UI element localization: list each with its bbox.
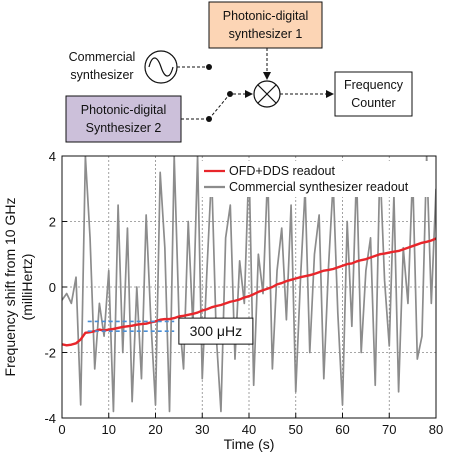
frequency-counter-box: [334, 71, 413, 117]
mixer-icon: [253, 80, 281, 108]
x-tick-label: 70: [382, 422, 396, 437]
y-tick-label: -4: [44, 411, 56, 426]
y-tick-label: 2: [49, 215, 56, 230]
commercial-label-line2: synthesizer: [70, 68, 133, 82]
x-axis-label: Time (s): [224, 436, 275, 452]
switch-arm: [208, 94, 230, 120]
switch-pivot: [227, 91, 233, 97]
y-tick-label: -2: [44, 346, 56, 361]
synthesizer-2-label-line1: Photonic-digital: [81, 103, 166, 117]
annotation-label: 300 μHz: [190, 323, 242, 339]
commercial-switch-terminal: [206, 64, 212, 70]
x-tick-label: 30: [195, 422, 209, 437]
commercial-label-line1: Commercial: [69, 50, 136, 64]
legend-label-commercial: Commercial synthesizer readout: [229, 180, 409, 194]
x-tick-label: 80: [429, 422, 443, 437]
legend: OFD+DDS readout Commercial synthesizer r…: [200, 161, 434, 197]
y-axis-label-line2: (milliHertz): [19, 254, 35, 321]
synthesizer-2-box: [65, 95, 182, 143]
x-tick-label: 50: [289, 422, 303, 437]
synthesizer-1-box: [208, 1, 323, 49]
frequency-counter-label-line2: Counter: [351, 96, 395, 110]
annotation-layer: 300 μHz: [87, 317, 254, 345]
x-tick-label: 20: [148, 422, 162, 437]
frequency-counter-label-line1: Frequency: [344, 78, 404, 92]
annotation-box: [178, 317, 254, 345]
y-tick-label: 0: [49, 280, 56, 295]
x-tick-label: 10: [102, 422, 116, 437]
x-tick-label: 40: [242, 422, 256, 437]
y-axis-label-line1: Frequency shift from 10 GHz: [2, 198, 18, 377]
series-line-ofd-dds: [62, 237, 436, 347]
synthesizer-2-label-line2: Synthesizer 2: [86, 121, 162, 135]
sine-source-icon: [144, 50, 178, 84]
chart: 0 10 20 30 40 50 60 70 80 -4 -2 0 2 4 300 μHz OFD+DDS…: [2, 149, 443, 452]
x-tick-label: 0: [58, 422, 65, 437]
block-diagram: Photonic-digital synthesizer 1 Commercia…: [65, 1, 413, 143]
legend-box: [200, 161, 434, 197]
synthesizer-1-label-line2: synthesizer 1: [229, 27, 303, 41]
ticks: 0 10 20 30 40 50 60 70 80 -4 -2 0 2 4: [44, 149, 443, 437]
x-tick-label: 60: [335, 422, 349, 437]
synthesizer-1-label-line1: Photonic-digital: [223, 9, 308, 23]
y-tick-label: 4: [49, 149, 56, 164]
legend-label-ofd: OFD+DDS readout: [229, 164, 335, 178]
